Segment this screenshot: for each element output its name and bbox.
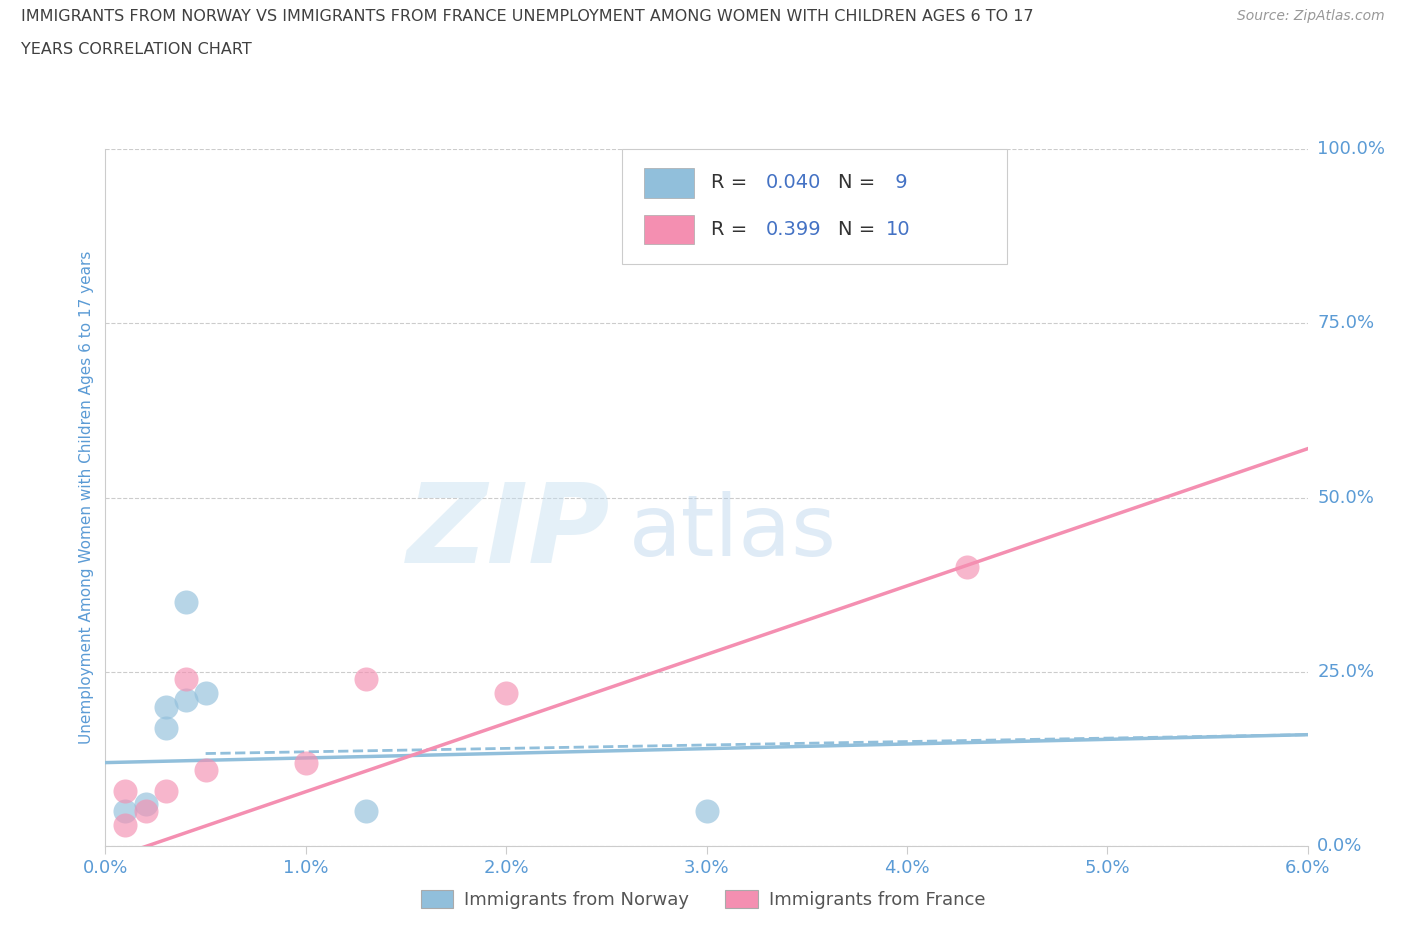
Text: 9: 9 xyxy=(889,173,908,192)
Text: Source: ZipAtlas.com: Source: ZipAtlas.com xyxy=(1237,9,1385,23)
Point xyxy=(135,804,157,819)
Text: N =: N = xyxy=(838,219,882,238)
Point xyxy=(194,685,217,700)
Point xyxy=(174,671,197,686)
Text: 10: 10 xyxy=(886,219,910,238)
Text: 25.0%: 25.0% xyxy=(1317,663,1374,681)
Text: R =: R = xyxy=(711,173,754,192)
Text: N =: N = xyxy=(838,173,882,192)
Text: 0.040: 0.040 xyxy=(765,173,821,192)
Point xyxy=(194,763,217,777)
Point xyxy=(155,720,177,735)
FancyBboxPatch shape xyxy=(644,168,695,198)
Point xyxy=(696,804,718,819)
Point xyxy=(354,804,377,819)
Text: IMMIGRANTS FROM NORWAY VS IMMIGRANTS FROM FRANCE UNEMPLOYMENT AMONG WOMEN WITH C: IMMIGRANTS FROM NORWAY VS IMMIGRANTS FRO… xyxy=(21,9,1033,24)
FancyBboxPatch shape xyxy=(644,215,695,245)
FancyBboxPatch shape xyxy=(623,149,1007,264)
Point xyxy=(295,755,318,770)
Text: YEARS CORRELATION CHART: YEARS CORRELATION CHART xyxy=(21,42,252,57)
Legend: Immigrants from Norway, Immigrants from France: Immigrants from Norway, Immigrants from … xyxy=(413,884,993,916)
Point xyxy=(135,797,157,812)
Text: 0.399: 0.399 xyxy=(765,219,821,238)
Point xyxy=(956,560,979,575)
Point xyxy=(174,692,197,708)
Point xyxy=(114,804,136,819)
Y-axis label: Unemployment Among Women with Children Ages 6 to 17 years: Unemployment Among Women with Children A… xyxy=(79,251,94,744)
Point xyxy=(114,783,136,798)
Point xyxy=(354,671,377,686)
Text: 100.0%: 100.0% xyxy=(1317,140,1385,158)
Text: ZIP: ZIP xyxy=(406,479,610,586)
Text: 50.0%: 50.0% xyxy=(1317,488,1374,507)
Point xyxy=(155,699,177,714)
Text: R =: R = xyxy=(711,219,754,238)
Point xyxy=(174,595,197,610)
Text: atlas: atlas xyxy=(628,491,837,574)
Point xyxy=(114,818,136,833)
Point xyxy=(495,685,517,700)
Text: 75.0%: 75.0% xyxy=(1317,314,1374,332)
Point xyxy=(155,783,177,798)
Text: 0.0%: 0.0% xyxy=(1317,837,1362,856)
